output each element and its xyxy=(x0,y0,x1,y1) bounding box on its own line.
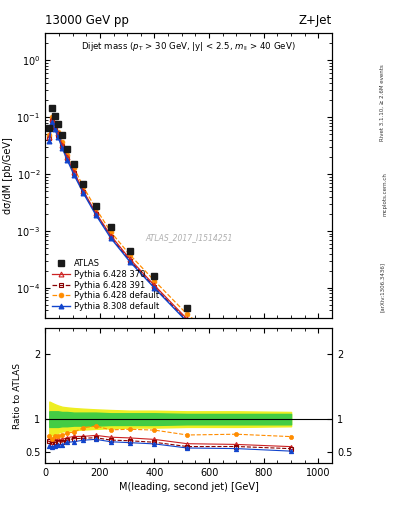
Pythia 8.308 default xyxy=(234,358,239,364)
Text: Z+Jet: Z+Jet xyxy=(299,14,332,27)
Pythia 6.428 default xyxy=(65,152,70,158)
Pythia 6.428 370 xyxy=(234,355,239,361)
Pythia 6.428 default xyxy=(128,252,132,258)
Pythia 6.428 370 xyxy=(65,154,70,160)
Pythia 6.428 default xyxy=(47,132,51,138)
Pythia 8.308 default xyxy=(72,172,76,178)
Pythia 6.428 391 xyxy=(289,407,294,413)
Y-axis label: dσ/dM [pb/GeV]: dσ/dM [pb/GeV] xyxy=(4,137,13,214)
Pythia 6.428 391 xyxy=(81,189,86,195)
Pythia 6.428 370 xyxy=(128,256,132,262)
Pythia 8.308 default xyxy=(289,409,294,415)
Pythia 6.428 default xyxy=(185,311,190,317)
Pythia 6.428 391 xyxy=(185,318,190,324)
Pythia 6.428 391 xyxy=(50,117,54,123)
Text: [arXiv:1306.3436]: [arXiv:1306.3436] xyxy=(380,262,384,312)
Pythia 6.428 391 xyxy=(52,124,57,130)
Text: Rivet 3.1.10, ≥ 2.6M events: Rivet 3.1.10, ≥ 2.6M events xyxy=(380,64,384,141)
ATLAS xyxy=(60,132,64,138)
Pythia 6.428 default xyxy=(289,400,294,406)
Pythia 8.308 default xyxy=(52,126,57,132)
Pythia 6.428 391 xyxy=(234,356,239,362)
Line: Pythia 6.428 370: Pythia 6.428 370 xyxy=(47,116,294,411)
ATLAS xyxy=(234,343,239,349)
Pythia 6.428 default xyxy=(50,114,54,120)
Y-axis label: Ratio to ATLAS: Ratio to ATLAS xyxy=(13,362,22,429)
ATLAS xyxy=(185,305,190,311)
ATLAS xyxy=(52,113,57,119)
Pythia 6.428 370 xyxy=(94,209,98,216)
Pythia 6.428 391 xyxy=(60,143,64,149)
ATLAS xyxy=(152,273,157,279)
Pythia 6.428 default xyxy=(81,184,86,190)
ATLAS xyxy=(65,145,70,152)
Pythia 8.308 default xyxy=(60,145,64,151)
ATLAS xyxy=(128,248,132,254)
Pythia 6.428 370 xyxy=(289,406,294,412)
ATLAS xyxy=(72,161,76,167)
Pythia 6.428 default xyxy=(152,278,157,284)
Pythia 6.428 370 xyxy=(185,316,190,322)
ATLAS xyxy=(108,224,113,230)
Text: Dijet mass ($p_\mathrm{T}$ > 30 GeV, |y| < 2.5, $m_\mathrm{ll}$ > 40 GeV): Dijet mass ($p_\mathrm{T}$ > 30 GeV, |y|… xyxy=(81,40,296,53)
Pythia 8.308 default xyxy=(152,285,157,291)
Text: ATLAS_2017_I1514251: ATLAS_2017_I1514251 xyxy=(145,233,232,242)
Line: ATLAS: ATLAS xyxy=(46,104,295,398)
Pythia 6.428 391 xyxy=(56,132,61,138)
Pythia 8.308 default xyxy=(108,235,113,241)
Pythia 6.428 391 xyxy=(152,284,157,290)
ATLAS xyxy=(56,121,61,127)
Pythia 8.308 default xyxy=(50,119,54,125)
Pythia 6.428 370 xyxy=(81,188,86,194)
Pythia 6.428 391 xyxy=(65,155,70,161)
ATLAS xyxy=(47,125,51,131)
Pythia 6.428 370 xyxy=(60,141,64,147)
Pythia 6.428 370 xyxy=(56,131,61,137)
Line: Pythia 6.428 default: Pythia 6.428 default xyxy=(47,115,294,405)
Pythia 8.308 default xyxy=(65,157,70,163)
Pythia 8.308 default xyxy=(47,138,51,144)
Pythia 8.308 default xyxy=(56,134,61,140)
Pythia 6.428 default xyxy=(52,120,57,126)
Pythia 6.428 default xyxy=(108,229,113,235)
Pythia 6.428 391 xyxy=(128,258,132,264)
Pythia 8.308 default xyxy=(94,211,98,218)
Pythia 6.428 391 xyxy=(47,135,51,141)
Line: Pythia 6.428 391: Pythia 6.428 391 xyxy=(47,117,294,412)
Text: mcplots.cern.ch: mcplots.cern.ch xyxy=(383,173,387,217)
Pythia 6.428 370 xyxy=(52,122,57,129)
Pythia 8.308 default xyxy=(185,319,190,325)
ATLAS xyxy=(81,181,86,187)
Pythia 6.428 default xyxy=(60,139,64,145)
Pythia 6.428 default xyxy=(72,164,76,170)
Pythia 6.428 default xyxy=(94,205,98,211)
Pythia 6.428 default xyxy=(234,349,239,355)
ATLAS xyxy=(94,202,98,208)
Legend: ATLAS, Pythia 6.428 370, Pythia 6.428 391, Pythia 6.428 default, Pythia 8.308 de: ATLAS, Pythia 6.428 370, Pythia 6.428 39… xyxy=(50,257,162,313)
ATLAS xyxy=(50,105,54,111)
Text: 13000 GeV pp: 13000 GeV pp xyxy=(45,14,129,27)
Line: Pythia 8.308 default: Pythia 8.308 default xyxy=(47,120,294,414)
Pythia 6.428 default xyxy=(56,129,61,135)
Pythia 6.428 370 xyxy=(72,168,76,175)
Pythia 6.428 370 xyxy=(47,134,51,140)
Pythia 6.428 391 xyxy=(72,170,76,176)
Pythia 8.308 default xyxy=(128,259,132,265)
ATLAS xyxy=(289,392,294,398)
Pythia 6.428 370 xyxy=(108,232,113,239)
Pythia 6.428 391 xyxy=(94,211,98,217)
X-axis label: M(leading, second jet) [GeV]: M(leading, second jet) [GeV] xyxy=(119,482,259,493)
Pythia 6.428 370 xyxy=(50,115,54,121)
Pythia 8.308 default xyxy=(81,190,86,196)
Pythia 6.428 391 xyxy=(108,234,113,240)
Pythia 6.428 370 xyxy=(152,283,157,289)
